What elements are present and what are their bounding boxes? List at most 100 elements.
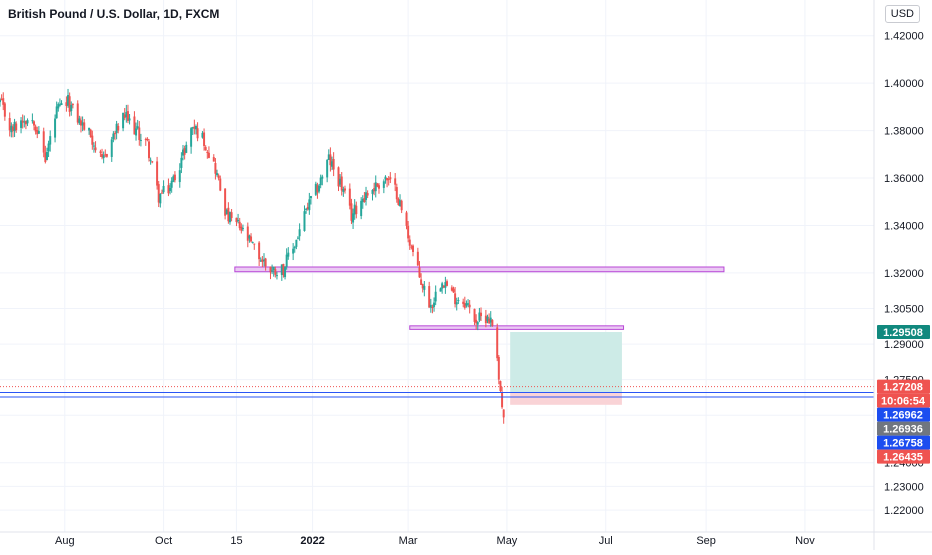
candle-body xyxy=(395,187,398,200)
candle-body xyxy=(262,259,265,261)
candle xyxy=(350,198,353,225)
candle xyxy=(237,213,240,224)
candle xyxy=(444,276,447,294)
candle-body xyxy=(136,126,139,129)
candle-body xyxy=(49,136,52,145)
candle xyxy=(88,127,91,135)
candle xyxy=(13,118,16,138)
candle-body xyxy=(196,128,199,139)
candle-body xyxy=(463,303,466,308)
candle xyxy=(139,133,142,147)
candle xyxy=(355,201,358,219)
candle xyxy=(488,313,491,325)
candle-body xyxy=(79,120,82,126)
candle-body xyxy=(138,127,141,141)
candle-body xyxy=(65,102,68,107)
candle xyxy=(235,217,238,227)
candle-body xyxy=(125,111,128,118)
candle xyxy=(439,287,442,292)
candle-body xyxy=(36,130,39,135)
candle xyxy=(68,92,71,117)
candle xyxy=(473,308,476,326)
candle-body xyxy=(497,356,500,380)
candle-body xyxy=(146,138,149,141)
candle xyxy=(15,121,18,133)
currency-badge[interactable]: USD xyxy=(884,5,920,23)
price-label: 10:06:54 xyxy=(877,393,930,408)
candle-body xyxy=(217,175,220,179)
candle-body xyxy=(37,131,40,134)
candle-body xyxy=(133,116,136,135)
candle-body xyxy=(287,252,290,257)
candle-body xyxy=(88,127,91,131)
candle xyxy=(306,202,309,211)
candle xyxy=(170,177,173,193)
candle-body xyxy=(214,163,217,174)
candle-body xyxy=(128,118,131,121)
candle xyxy=(284,266,287,280)
candle xyxy=(395,183,398,203)
candle xyxy=(298,223,301,241)
candle xyxy=(251,241,254,244)
candle-body xyxy=(228,212,231,223)
candle-body xyxy=(241,228,244,230)
candle xyxy=(261,256,264,268)
x-tick-label: Nov xyxy=(795,535,815,547)
candle xyxy=(31,113,34,124)
candle-body xyxy=(34,126,37,132)
candle-body xyxy=(157,184,160,203)
candle xyxy=(295,239,298,250)
candle xyxy=(44,145,47,164)
candle-body xyxy=(489,317,492,323)
candle xyxy=(269,266,272,280)
candle-body xyxy=(410,246,413,248)
candle-body xyxy=(8,118,11,131)
candle-body xyxy=(216,173,219,176)
candle xyxy=(54,114,57,143)
candle xyxy=(376,182,379,188)
candle-body xyxy=(144,139,147,141)
candle xyxy=(125,104,128,123)
candle-body xyxy=(182,149,185,156)
candle xyxy=(144,137,147,146)
candle xyxy=(331,156,334,171)
candle-body xyxy=(407,225,410,239)
y-tick-label: 1.30500 xyxy=(884,304,924,316)
candle xyxy=(2,92,5,111)
candle-body xyxy=(363,198,366,203)
candle xyxy=(420,273,423,285)
candle xyxy=(407,220,410,243)
candle xyxy=(429,298,432,313)
candle-body xyxy=(496,327,499,359)
candle xyxy=(408,235,411,250)
candle xyxy=(292,243,295,261)
candle-body xyxy=(316,185,319,193)
candle xyxy=(79,116,82,133)
candle xyxy=(201,131,204,139)
candle xyxy=(99,149,102,158)
candle xyxy=(342,186,345,197)
candle-body xyxy=(386,178,389,181)
candle xyxy=(135,122,138,141)
candle-body xyxy=(377,185,380,189)
candle-body xyxy=(305,208,308,210)
candle-body xyxy=(68,96,71,112)
target-zone xyxy=(510,331,622,393)
candle-body xyxy=(13,121,16,132)
candle-body xyxy=(230,212,233,218)
candle xyxy=(327,149,330,161)
candle-body xyxy=(326,159,329,178)
x-tick-label: 15 xyxy=(230,535,242,547)
candle xyxy=(433,297,436,312)
candle-body xyxy=(0,99,1,103)
candle xyxy=(225,208,228,215)
candle-body xyxy=(237,220,240,222)
candle xyxy=(348,183,351,210)
candle-body xyxy=(465,303,468,306)
candle-body xyxy=(384,176,387,180)
candle-body xyxy=(408,239,411,246)
x-tick-label: Oct xyxy=(155,535,172,547)
y-tick-label: 1.29000 xyxy=(884,339,924,351)
